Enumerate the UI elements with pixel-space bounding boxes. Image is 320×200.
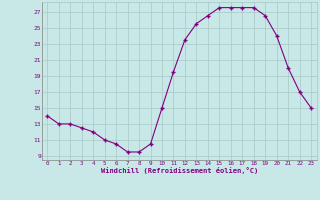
- X-axis label: Windchill (Refroidissement éolien,°C): Windchill (Refroidissement éolien,°C): [100, 167, 258, 174]
